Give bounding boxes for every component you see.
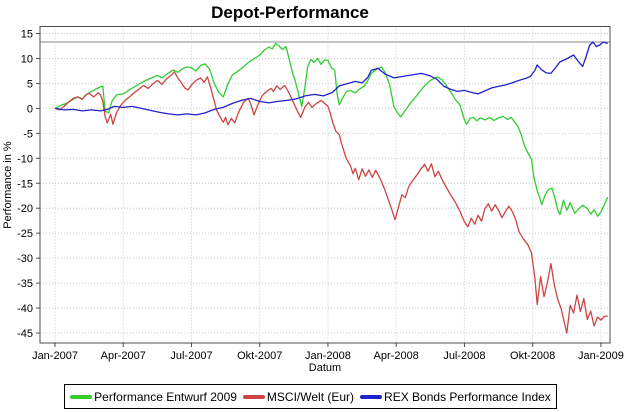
legend-label-rex: REX Bonds Performance Index [384, 389, 551, 404]
legend-line-red-icon [242, 394, 265, 399]
chart-legend: Performance Entwurf 2009 MSCI/Welt (Eur)… [64, 384, 557, 409]
y-tick-label: 15 [21, 28, 33, 40]
y-tick-label: -30 [17, 253, 33, 265]
y-tick-label: -45 [17, 328, 33, 340]
legend-line-blue-icon [360, 394, 383, 399]
x-tick-label: Okt-2007 [237, 350, 282, 362]
y-tick-label: 5 [27, 78, 33, 90]
y-tick-label: -25 [17, 228, 33, 240]
x-tick-label: Jan-2009 [578, 350, 624, 362]
legend-label-msci: MSCI/Welt (Eur) [266, 389, 355, 404]
legend-item-msci: MSCI/Welt (Eur) [242, 389, 355, 404]
y-tick-label: -35 [17, 278, 33, 290]
y-tick-label: 10 [21, 53, 33, 65]
x-tick-label: Apr-2007 [101, 350, 146, 362]
series-line-0 [54, 42, 609, 217]
legend-item-entwurf: Performance Entwurf 2009 [70, 390, 237, 404]
chart-title: Depot-Performance [211, 3, 369, 22]
x-tick-label: Jan-2008 [305, 350, 351, 362]
x-tick-label: Jul-2008 [443, 350, 485, 362]
y-tick-label: -20 [17, 203, 33, 215]
x-tick-label: Jul-2007 [170, 350, 212, 362]
y-tick-label: -15 [17, 178, 33, 190]
series-line-2 [54, 41, 608, 116]
y-axis-label: Performance in % [2, 141, 14, 229]
x-tick-label: Jan-2007 [32, 350, 78, 362]
legend-item-rex: REX Bonds Performance Index [360, 390, 551, 404]
plot-border [39, 26, 611, 344]
x-tick-label: Okt-2008 [510, 350, 555, 362]
series-line-1 [54, 71, 608, 334]
y-tick-label: -5 [23, 128, 33, 140]
y-tick-label: -40 [17, 303, 33, 315]
x-tick-label: Apr-2008 [374, 350, 419, 362]
legend-label-entwurf: Performance Entwurf 2009 [94, 389, 237, 404]
x-axis-label: Datum [308, 362, 342, 374]
legend-line-green-icon [70, 394, 93, 399]
y-tick-label: 0 [27, 103, 33, 115]
y-tick-label: -10 [17, 153, 33, 165]
